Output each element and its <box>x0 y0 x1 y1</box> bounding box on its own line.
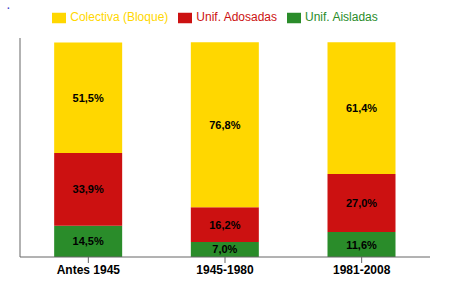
svg-text:16,2%: 16,2% <box>209 219 240 231</box>
svg-text:1945-1980: 1945-1980 <box>196 263 254 277</box>
svg-text:76,8%: 76,8% <box>209 119 240 131</box>
svg-text:14,5%: 14,5% <box>73 235 104 247</box>
svg-text:11,6%: 11,6% <box>346 239 377 251</box>
html-text:Unif. Adosadas: Unif. Adosadas <box>196 10 277 24</box>
svg-text:27,0%: 27,0% <box>346 197 377 209</box>
html-text:Unif. Aisladas: Unif. Aisladas <box>305 10 378 24</box>
svg-text:Antes 1945: Antes 1945 <box>57 263 121 277</box>
html-text:Colectiva (Bloque): Colectiva (Bloque) <box>70 10 169 24</box>
svg-text:1981-2008: 1981-2008 <box>333 263 391 277</box>
svg-text:51,5%: 51,5% <box>73 92 104 104</box>
svg-text:7,0%: 7,0% <box>212 243 237 255</box>
svg-text:33,9%: 33,9% <box>73 183 104 195</box>
svg-text:61,4%: 61,4% <box>346 102 377 114</box>
